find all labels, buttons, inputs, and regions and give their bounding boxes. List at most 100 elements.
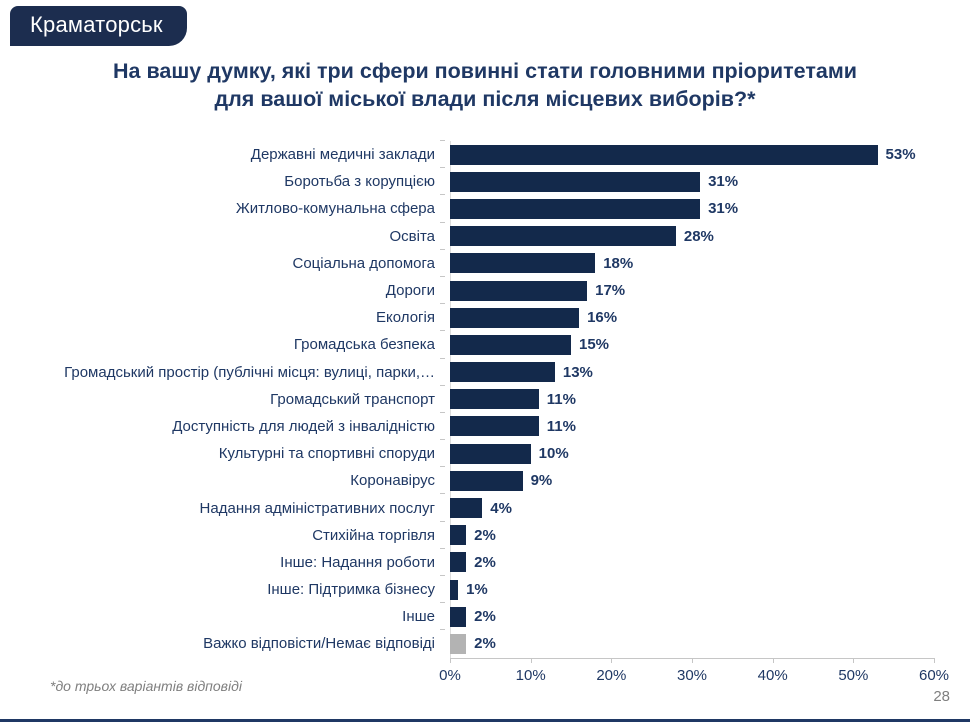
value-label: 28% [683, 227, 714, 245]
x-axis-tick-label: 30% [676, 666, 708, 684]
plot-cell: 11% [440, 384, 960, 413]
plot-cell: 53% [440, 139, 960, 168]
category-label: Громадська безпека [293, 336, 435, 354]
value-label: 11% [546, 417, 576, 435]
plot-cell: 17% [440, 275, 960, 304]
bar [450, 253, 596, 274]
chart-row: Освіта 28% [0, 221, 960, 250]
chart-rows: Державні медичні заклади 53% Боротьба з ко… [0, 139, 960, 658]
chart-row: Боротьба з корупцією 31% [0, 167, 960, 195]
category-label: Інше [402, 608, 435, 626]
plot-cell: 31% [440, 194, 960, 222]
bar [450, 362, 555, 383]
value-label: 18% [603, 254, 634, 272]
chart-row: Житлово-комунальна сфера 31% [0, 194, 960, 222]
bar [450, 470, 523, 491]
value-label: 11% [546, 390, 576, 408]
value-label: 31% [708, 200, 739, 218]
value-label: 4% [490, 499, 512, 517]
x-axis-tick [934, 657, 935, 663]
bar [450, 389, 539, 410]
chart-row: Інше 2% [0, 602, 960, 630]
plot-cell: 2% [440, 520, 960, 549]
title-line-2: для вашої міської влади після місцевих в… [214, 86, 756, 111]
category-label: Доступність для людей з інвалідністю [172, 417, 435, 435]
bar [450, 525, 467, 546]
plot-cell: 10% [440, 439, 960, 467]
bar [450, 171, 701, 192]
category-label: Надання адміністративних послуг [199, 499, 435, 517]
category-label: Культурні та спортивні споруди [218, 445, 435, 463]
value-label: 10% [538, 445, 569, 463]
x-axis-tick [692, 657, 693, 663]
category-label: Стихійна торгівля [312, 526, 435, 544]
bar [450, 334, 571, 355]
value-label: 15% [579, 336, 610, 354]
bar [450, 280, 588, 301]
x-axis-tick [853, 657, 855, 663]
chart-row: Громадська безпека 15% [0, 330, 960, 358]
x-axis-tick-label: 10% [515, 666, 546, 684]
city-badge-label: Краматорськ [30, 12, 163, 37]
bar [450, 416, 539, 437]
bar-chart: Державні медичні заклади 53% Боротьба з ко… [0, 139, 960, 688]
bar [450, 579, 459, 600]
value-label: 9% [530, 472, 553, 490]
x-axis-tick [772, 657, 774, 663]
value-label: 17% [595, 282, 626, 300]
chart-row: Дороги 17% [0, 275, 960, 304]
chart-row: Екологія 16% [0, 303, 960, 331]
plot-cell: 2% [440, 602, 960, 630]
chart-row: Коронавірус 9% [0, 466, 960, 494]
x-axis-tick-label: 50% [838, 666, 869, 684]
bar [450, 198, 701, 219]
value-label: 53% [885, 146, 916, 164]
category-label: Коронавірус [350, 472, 435, 490]
chart-row: Культурні та спортивні споруди 10% [0, 439, 960, 467]
value-label: 1% [466, 581, 488, 599]
bar [450, 498, 483, 519]
chart-row: Державні медичні заклади 53% [0, 139, 960, 168]
chart-row: Доступність для людей з інвалідністю 11% [0, 411, 960, 440]
category-label: Соціальна допомога [292, 254, 436, 272]
category-label: Дороги [385, 282, 435, 300]
x-axis-tick-label: 0% [439, 666, 461, 684]
chart-question-title: На вашу думку, які три сфери повинні ста… [30, 58, 940, 114]
x-axis-tick-label: 40% [757, 666, 788, 684]
plot-cell: 16% [440, 303, 960, 331]
value-label: 2% [474, 553, 496, 571]
bar [450, 226, 676, 247]
x-axis-tick-label: 60% [918, 666, 950, 684]
value-label: 13% [562, 363, 593, 381]
page-number: 28 [933, 688, 950, 705]
plot-cell: 2% [440, 547, 960, 576]
category-label: Громадський простір (публічні місця: вул… [64, 363, 435, 381]
plot-cell: 9% [440, 466, 960, 494]
plot-cell: 11% [440, 411, 960, 440]
footer-divider [0, 719, 970, 722]
chart-row: Надання адміністративних послуг 4% [0, 493, 960, 521]
category-label: Житлово-комунальна сфера [235, 200, 435, 218]
title-line-1: На вашу думку, які три сфери повинні ста… [113, 59, 857, 83]
value-label: 31% [708, 173, 739, 191]
plot-cell: 18% [440, 248, 960, 277]
value-label: 2% [474, 635, 496, 653]
x-axis-tick [530, 657, 532, 663]
chart-row: Інше: Надання роботи 2% [0, 547, 960, 576]
category-label: Боротьба з корупцією [284, 173, 435, 191]
plot-cell: 13% [440, 357, 960, 386]
plot-cell: 2% [440, 629, 960, 657]
value-label: 16% [587, 309, 618, 327]
value-label: 2% [474, 608, 496, 626]
x-axis-tick [450, 657, 451, 663]
category-label: Інше: Підтримка бізнесу [267, 581, 435, 599]
plot-cell: 4% [440, 493, 960, 521]
x-axis: 0% 10% 20% 30% 40% 50% 60% [439, 657, 949, 688]
category-label: Освіта [389, 227, 435, 245]
bar [450, 443, 531, 464]
bar-no-answer [450, 633, 467, 654]
footnote: *до трьох варіантів відповіді [50, 678, 242, 694]
x-axis-tick [611, 657, 613, 663]
plot-cell: 1% [440, 574, 960, 603]
chart-row: Важко відповісти/Немає відповіді 2% [0, 629, 960, 657]
